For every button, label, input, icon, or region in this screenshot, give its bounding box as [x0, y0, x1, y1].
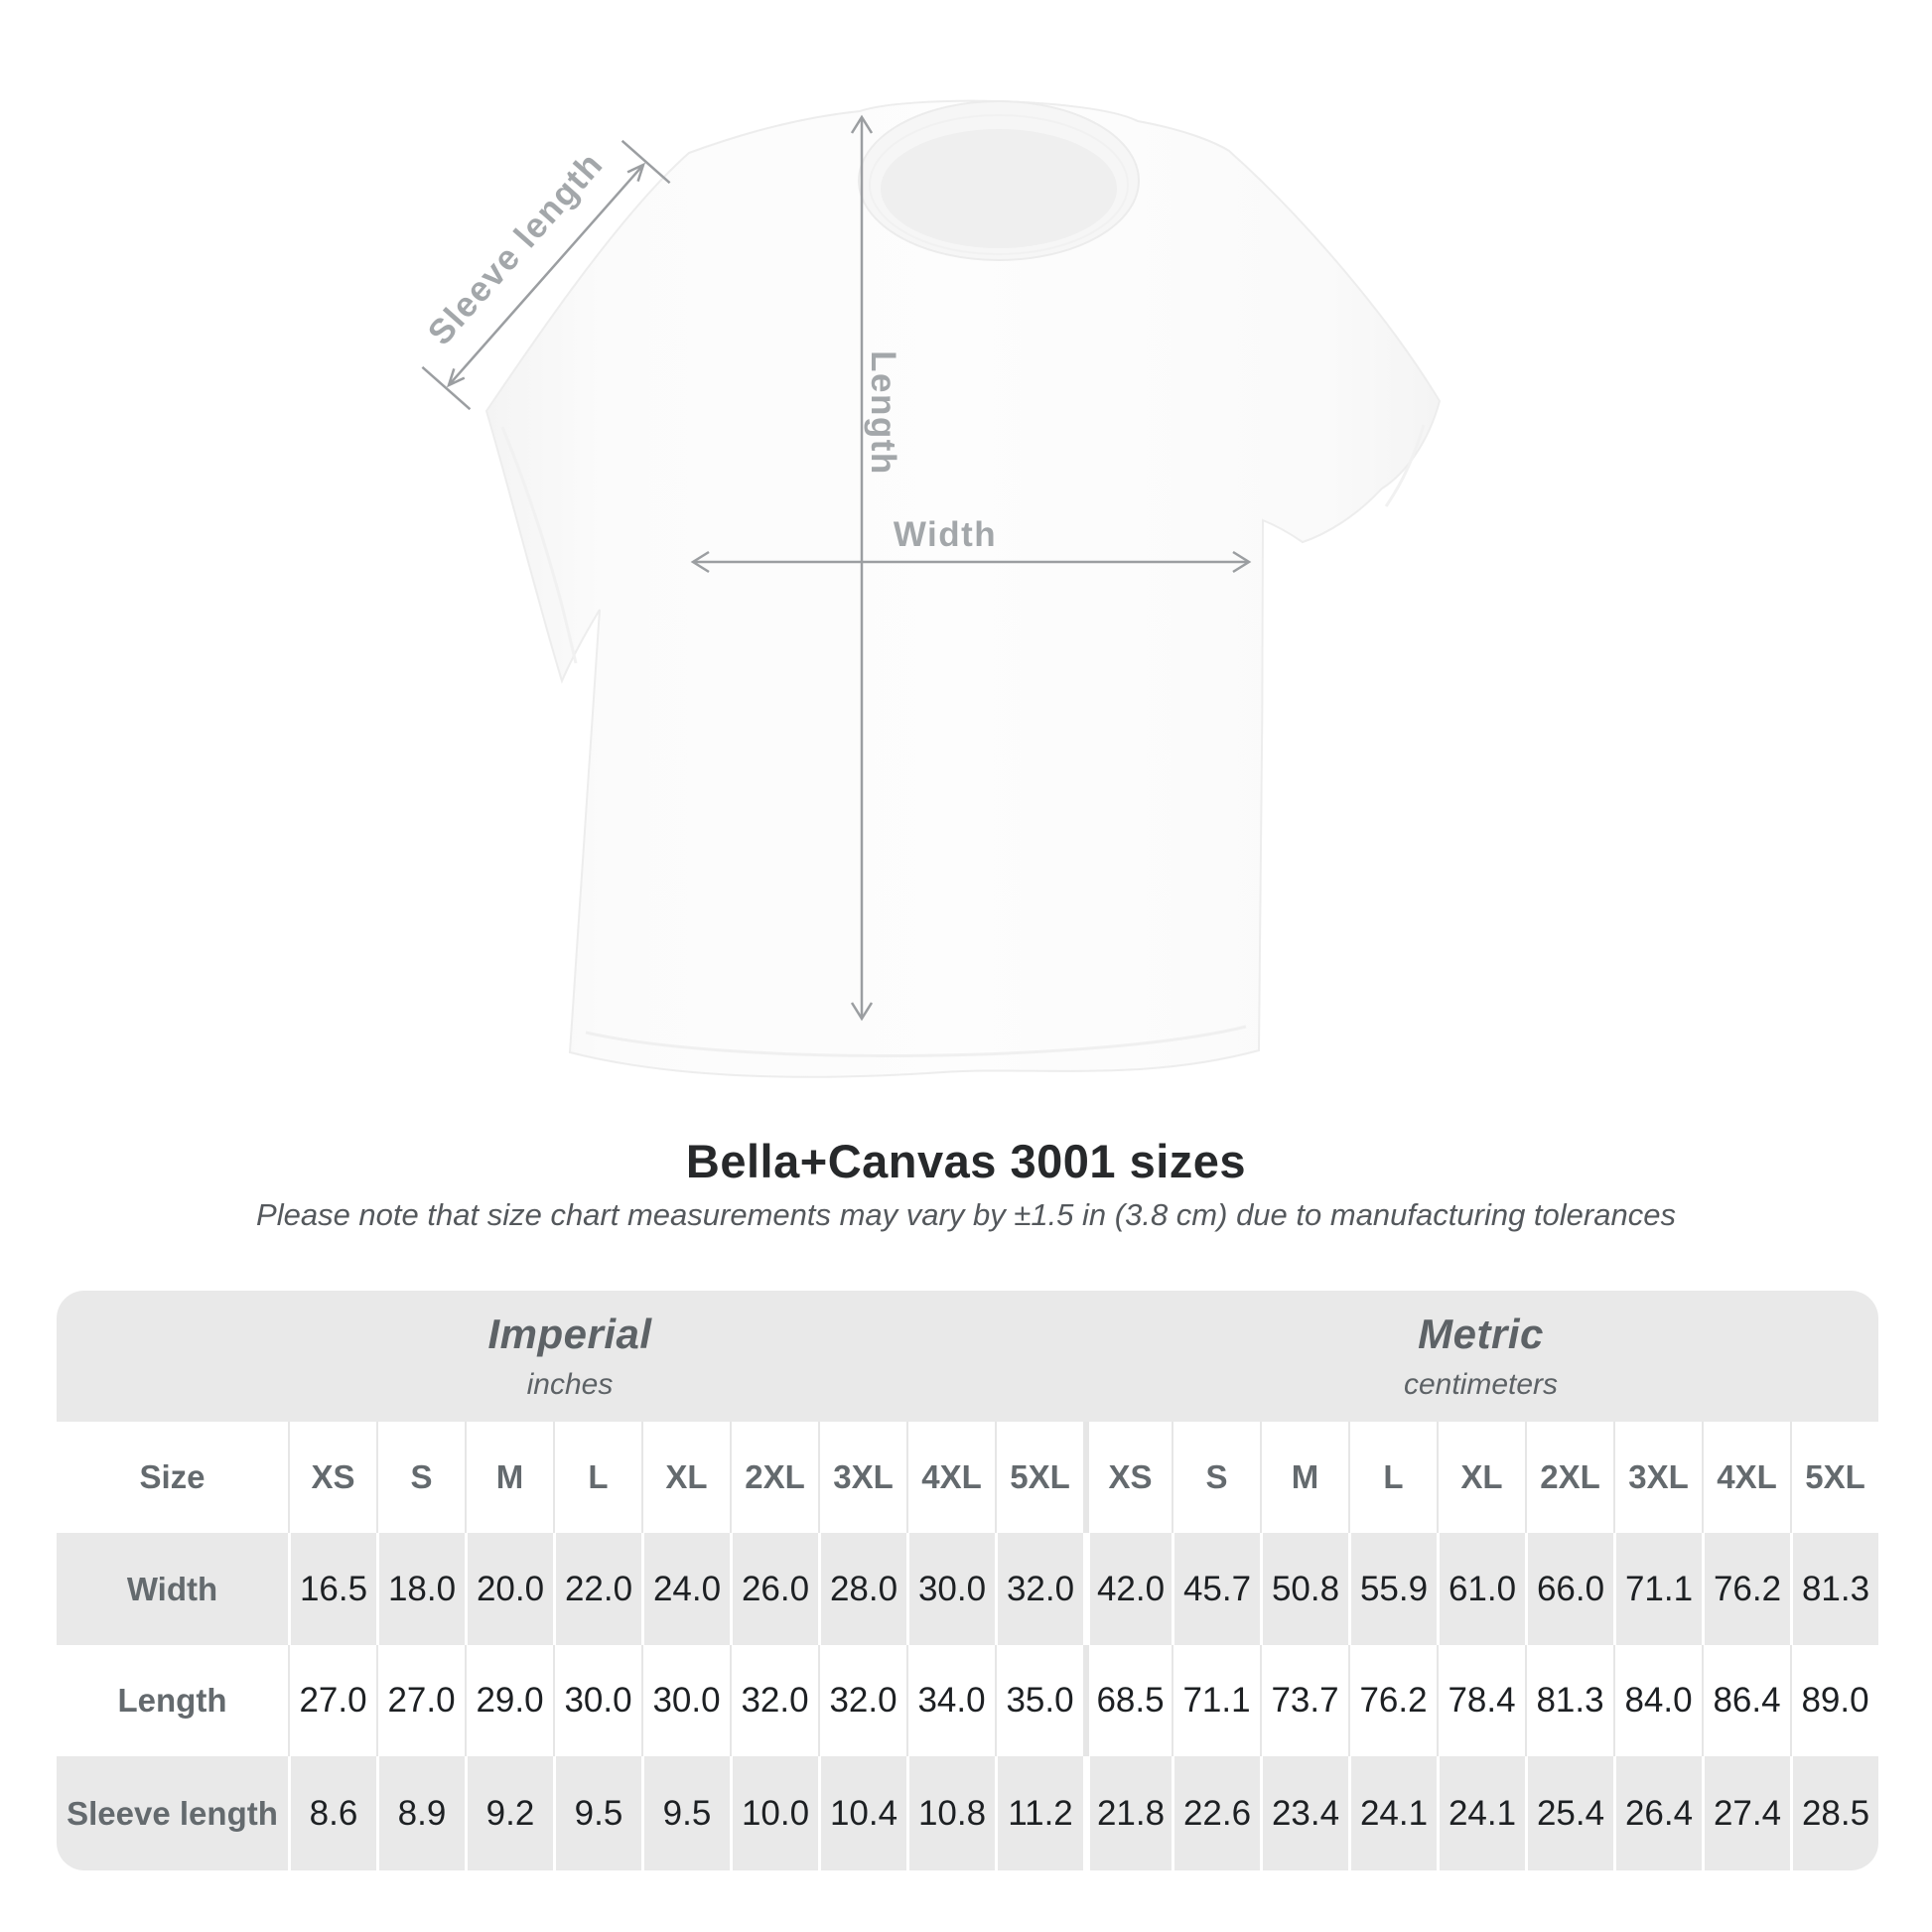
size-header-cell: XL [1437, 1422, 1525, 1533]
value-cell: 28.0 [818, 1533, 906, 1645]
sleeve-length-arrow [421, 139, 671, 411]
value-cell: 20.0 [465, 1533, 553, 1645]
imperial-title: Imperial [487, 1311, 652, 1357]
value-cell: 9.5 [553, 1756, 641, 1870]
value-cell: 78.4 [1437, 1645, 1525, 1756]
value-cell: 45.7 [1172, 1533, 1260, 1645]
size-header-cell: S [1172, 1422, 1260, 1533]
size-header-cell: L [553, 1422, 641, 1533]
size-header-cell: 2XL [1525, 1422, 1613, 1533]
size-header-cell: S [376, 1422, 465, 1533]
value-cell: 26.0 [730, 1533, 818, 1645]
left-cuff-seam [500, 426, 578, 664]
value-cell: 27.4 [1702, 1756, 1790, 1870]
value-cell: 86.4 [1702, 1645, 1790, 1756]
value-cell: 23.4 [1260, 1756, 1348, 1870]
metric-section-header: Metric centimeters [1083, 1291, 1878, 1422]
value-cell: 35.0 [995, 1645, 1083, 1756]
tshirt-collar-opening [881, 129, 1117, 248]
value-cell: 89.0 [1790, 1645, 1878, 1756]
size-header-cell: 3XL [1613, 1422, 1702, 1533]
value-cell: 26.4 [1613, 1756, 1702, 1870]
size-header-cell: 5XL [1790, 1422, 1878, 1533]
value-cell: 27.0 [376, 1645, 465, 1756]
tshirt-diagram: Sleeve length Length Width [421, 99, 1442, 1078]
value-cell: 24.0 [641, 1533, 730, 1645]
value-cell: 25.4 [1525, 1756, 1613, 1870]
metric-unit: centimeters [1403, 1368, 1559, 1401]
value-cell: 30.0 [641, 1645, 730, 1756]
size-header-cell: XL [641, 1422, 730, 1533]
value-cell: 11.2 [995, 1756, 1083, 1870]
size-column-header: Size [57, 1422, 288, 1533]
size-header-cell: 5XL [995, 1422, 1083, 1533]
size-header-cell: XS [288, 1422, 376, 1533]
length-arrow [850, 114, 874, 1022]
size-header-cell: 2XL [730, 1422, 818, 1533]
row-label-length: Length [57, 1645, 288, 1756]
row-label-width: Width [57, 1533, 288, 1645]
value-cell: 24.1 [1348, 1756, 1437, 1870]
size-header-cell: 4XL [906, 1422, 995, 1533]
value-cell: 8.9 [376, 1756, 465, 1870]
value-cell: 24.1 [1437, 1756, 1525, 1870]
value-cell: 27.0 [288, 1645, 376, 1756]
value-cell: 16.5 [288, 1533, 376, 1645]
value-cell: 73.7 [1260, 1645, 1348, 1756]
value-cell: 10.4 [818, 1756, 906, 1870]
value-cell: 30.0 [553, 1645, 641, 1756]
size-header-cell: M [465, 1422, 553, 1533]
value-cell: 9.2 [465, 1756, 553, 1870]
imperial-section-header: Imperial inches [57, 1291, 1083, 1422]
size-header-cell: 4XL [1702, 1422, 1790, 1533]
page-subtitle: Please note that size chart measurements… [256, 1197, 1676, 1232]
value-cell: 50.8 [1260, 1533, 1348, 1645]
value-cell: 81.3 [1525, 1645, 1613, 1756]
value-cell: 55.9 [1348, 1533, 1437, 1645]
value-cell: 32.0 [818, 1645, 906, 1756]
metric-title: Metric [1418, 1311, 1544, 1357]
tshirt-collar-seam [869, 114, 1129, 255]
value-cell: 30.0 [906, 1533, 995, 1645]
size-header-cell: XS [1083, 1422, 1172, 1533]
size-header-cell: L [1348, 1422, 1437, 1533]
value-cell: 84.0 [1613, 1645, 1702, 1756]
value-cell: 68.5 [1083, 1645, 1172, 1756]
width-arrow [690, 550, 1252, 574]
value-cell: 81.3 [1790, 1533, 1878, 1645]
value-cell: 76.2 [1348, 1645, 1437, 1756]
value-cell: 29.0 [465, 1645, 553, 1756]
value-cell: 71.1 [1613, 1533, 1702, 1645]
size-header-cell: M [1260, 1422, 1348, 1533]
value-cell: 10.8 [906, 1756, 995, 1870]
value-cell: 9.5 [641, 1756, 730, 1870]
hem-seam [585, 1025, 1247, 1057]
tshirt-body [484, 99, 1442, 1078]
value-cell: 8.6 [288, 1756, 376, 1870]
value-cell: 10.0 [730, 1756, 818, 1870]
row-label-sleeve-length: Sleeve length [57, 1756, 288, 1870]
value-cell: 34.0 [906, 1645, 995, 1756]
value-cell: 76.2 [1702, 1533, 1790, 1645]
right-cuff-seam [1384, 424, 1426, 507]
value-cell: 32.0 [995, 1533, 1083, 1645]
size-table: Imperial inches Metric centimeters Size … [57, 1291, 1878, 1870]
imperial-unit: inches [526, 1368, 614, 1401]
value-cell: 66.0 [1525, 1533, 1613, 1645]
value-cell: 61.0 [1437, 1533, 1525, 1645]
value-cell: 18.0 [376, 1533, 465, 1645]
value-cell: 22.0 [553, 1533, 641, 1645]
value-cell: 28.5 [1790, 1756, 1878, 1870]
size-header-cell: 3XL [818, 1422, 906, 1533]
page-title: Bella+Canvas 3001 sizes [685, 1135, 1247, 1187]
length-label: Length [864, 350, 902, 476]
value-cell: 22.6 [1172, 1756, 1260, 1870]
value-cell: 21.8 [1083, 1756, 1172, 1870]
value-cell: 42.0 [1083, 1533, 1172, 1645]
value-cell: 32.0 [730, 1645, 818, 1756]
width-label: Width [894, 515, 997, 554]
value-cell: 71.1 [1172, 1645, 1260, 1756]
